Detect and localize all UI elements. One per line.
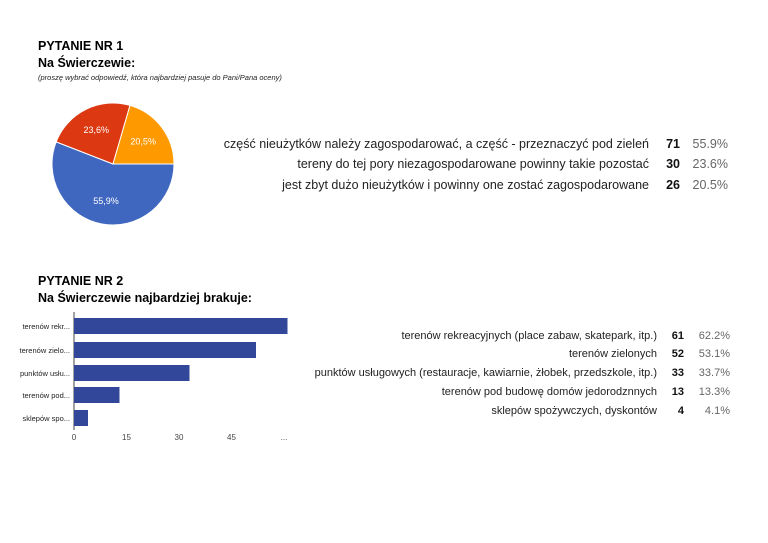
pie-slice-label: 23,6% bbox=[84, 125, 110, 135]
x-tick-label: 15 bbox=[122, 433, 131, 442]
bar bbox=[74, 318, 288, 334]
bar bbox=[74, 387, 120, 403]
bar bbox=[74, 365, 190, 381]
legend-percent: 55.9% bbox=[692, 137, 728, 151]
legend-label: sklepów spożywczych, dyskontów bbox=[491, 405, 657, 417]
bar bbox=[74, 342, 256, 358]
x-tick-label: 0 bbox=[72, 433, 77, 442]
legend-percent: 53.1% bbox=[698, 348, 730, 360]
pie-slice-label: 55,9% bbox=[93, 196, 119, 206]
legend-count: 33 bbox=[671, 367, 684, 379]
legend-label: terenów zielonych bbox=[568, 348, 657, 360]
legend-percent: 20.5% bbox=[692, 178, 728, 192]
legend-percent: 4.1% bbox=[704, 405, 730, 417]
q1-note: (proszę wybrać odpowiedź, która najbardz… bbox=[38, 73, 282, 82]
bar-category-label: punktów usłu... bbox=[20, 369, 70, 378]
bar-category-label: sklepów spo... bbox=[22, 414, 70, 423]
legend-percent: 13.3% bbox=[698, 386, 730, 398]
legend-percent: 62.2% bbox=[698, 330, 730, 342]
legend-label: terenów rekreacyjnych (place zabaw, skat… bbox=[401, 330, 657, 342]
pie-slice-label: 20,5% bbox=[130, 136, 156, 146]
legend-count: 71 bbox=[666, 137, 680, 151]
legend-percent: 33.7% bbox=[698, 367, 730, 379]
pie-slice bbox=[112, 104, 175, 165]
legend-percent: 23.6% bbox=[692, 157, 728, 171]
q1-subtitle: Na Świerczewie: bbox=[38, 56, 136, 70]
legend-count: 26 bbox=[666, 178, 680, 192]
legend-count: 61 bbox=[671, 330, 684, 342]
legend-label: punktów usługowych (restauracje, kawiarn… bbox=[314, 367, 657, 379]
pie-slice bbox=[55, 102, 131, 165]
q2-title: PYTANIE NR 2 bbox=[38, 274, 124, 288]
x-tick-label: ... bbox=[281, 433, 288, 442]
legend-label: tereny do tej pory niezagospodarowane po… bbox=[297, 157, 649, 171]
q2-subtitle: Na Świerczewie najbardziej brakuje: bbox=[38, 291, 252, 305]
pie-slice bbox=[51, 141, 175, 226]
bar-category-label: terenów rekr... bbox=[22, 322, 70, 331]
x-tick-label: 45 bbox=[227, 433, 236, 442]
x-tick-label: 30 bbox=[175, 433, 184, 442]
legend-label: terenów pod budowę domów jedorodznnych bbox=[441, 386, 657, 398]
legend-count: 4 bbox=[677, 405, 684, 417]
bar bbox=[74, 410, 88, 426]
legend-count: 52 bbox=[671, 348, 684, 360]
legend-count: 13 bbox=[671, 386, 684, 398]
bar-category-label: terenów zielo... bbox=[20, 346, 70, 355]
bar-category-label: terenów pod... bbox=[22, 391, 70, 400]
legend-label: jest zbyt dużo nieużytków i powinny one … bbox=[282, 178, 649, 192]
q1-title: PYTANIE NR 1 bbox=[38, 39, 124, 53]
legend-label: część nieużytków należy zagospodarować, … bbox=[223, 137, 649, 151]
legend-count: 30 bbox=[666, 157, 680, 171]
